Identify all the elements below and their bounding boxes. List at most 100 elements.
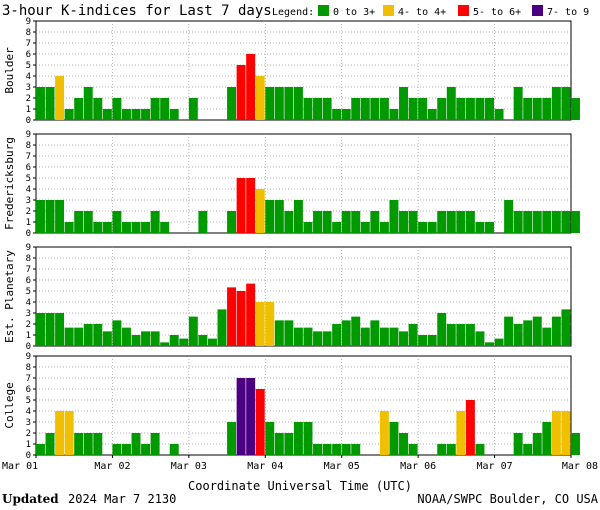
legend-title: Legend: — [272, 7, 314, 18]
kp-bar — [131, 109, 141, 120]
y-tick-label: 2 — [26, 94, 31, 104]
kp-bar — [341, 444, 351, 455]
kp-bar — [265, 87, 275, 120]
kp-bar — [513, 87, 523, 120]
kp-bar — [532, 433, 542, 455]
y-tick-label: 6 — [26, 276, 31, 286]
x-tick-label: Mar 04 — [247, 461, 283, 472]
kp-bar — [160, 98, 170, 120]
kp-bar — [475, 98, 485, 120]
kp-bar — [427, 109, 437, 120]
kp-bar — [523, 444, 533, 455]
y-tick-label: 4 — [26, 72, 31, 82]
kp-bar — [112, 320, 122, 346]
y-tick-label: 2 — [26, 207, 31, 217]
y-tick-label: 0 — [26, 342, 31, 352]
x-tick-label: Mar 07 — [477, 461, 513, 472]
kp-bar — [485, 222, 494, 233]
kp-bar — [246, 54, 256, 120]
kp-bar — [45, 87, 55, 120]
y-tick-label: 9 — [26, 243, 31, 253]
kp-bar — [370, 211, 380, 233]
kp-bar — [351, 444, 361, 455]
kp-bar — [418, 98, 428, 120]
kp-bar — [542, 98, 552, 120]
kp-bar — [55, 313, 65, 346]
kp-bar — [475, 331, 485, 346]
kp-bar — [313, 211, 323, 233]
kp-bar — [131, 433, 141, 455]
kp-bar — [188, 98, 198, 120]
kp-bar — [485, 342, 494, 346]
kp-bar — [274, 87, 284, 120]
kp-bar — [437, 98, 447, 120]
y-tick-label: 8 — [26, 254, 31, 264]
kp-bar — [93, 98, 103, 120]
kp-bar — [227, 287, 237, 346]
kp-bar — [360, 222, 370, 233]
kp-bar — [389, 422, 399, 455]
kp-bar — [542, 422, 552, 455]
kp-bar — [265, 422, 275, 455]
kp-bar — [360, 98, 370, 120]
kp-bar — [542, 327, 552, 346]
kp-bar — [513, 324, 523, 346]
y-tick-label: 8 — [26, 141, 31, 151]
kp-bar — [255, 302, 265, 346]
kp-bar — [465, 211, 475, 233]
kp-bar — [322, 444, 332, 455]
kp-bar — [465, 400, 475, 455]
y-tick-label: 0 — [26, 229, 31, 239]
kp-bar — [418, 222, 428, 233]
kp-bar — [494, 109, 504, 120]
kp-bar — [293, 327, 303, 346]
y-tick-label: 3 — [26, 196, 31, 206]
legend-swatch — [318, 5, 329, 16]
kp-bar — [93, 222, 103, 233]
y-tick-label: 6 — [26, 385, 31, 395]
kp-bar — [523, 320, 533, 346]
kp-bar — [437, 313, 447, 346]
y-tick-label: 8 — [26, 28, 31, 38]
kp-bar — [265, 302, 275, 346]
y-tick-label: 0 — [26, 451, 31, 461]
kp-bar — [341, 211, 351, 233]
kp-bar — [551, 411, 561, 455]
y-tick-label: 9 — [26, 352, 31, 362]
kp-bar — [379, 411, 389, 455]
kp-bar — [83, 211, 93, 233]
kp-bar — [332, 324, 342, 346]
kp-bar — [341, 320, 351, 346]
kp-bar — [322, 98, 332, 120]
kp-bar — [141, 331, 151, 346]
kp-bar — [121, 444, 131, 455]
kp-bar — [255, 76, 265, 120]
kp-bar — [150, 98, 160, 120]
y-tick-label: 1 — [26, 440, 31, 450]
y-tick-label: 9 — [26, 17, 31, 27]
kp-bar — [427, 222, 437, 233]
kp-bar — [265, 200, 275, 233]
kp-bar — [446, 324, 456, 346]
panel-label: Fredericksburg — [3, 137, 16, 230]
kp-bar — [322, 211, 332, 233]
kp-bar — [513, 211, 523, 233]
panel-label: Est. Planetary — [3, 250, 16, 343]
y-tick-label: 2 — [26, 429, 31, 439]
kp-bar — [160, 222, 170, 233]
kp-bar — [351, 211, 361, 233]
kp-bar — [532, 98, 542, 120]
y-tick-label: 4 — [26, 407, 31, 417]
kp-bar — [284, 87, 294, 120]
kp-bar — [465, 324, 475, 346]
kp-bar — [408, 98, 418, 120]
kp-bar — [389, 327, 399, 346]
kp-bar — [399, 211, 408, 233]
kp-bar — [561, 211, 571, 233]
kp-bar — [207, 338, 217, 346]
y-tick-label: 5 — [26, 396, 31, 406]
kp-bar — [64, 327, 74, 346]
kp-bar — [274, 200, 284, 233]
x-tick-label: Mar 06 — [400, 461, 436, 472]
